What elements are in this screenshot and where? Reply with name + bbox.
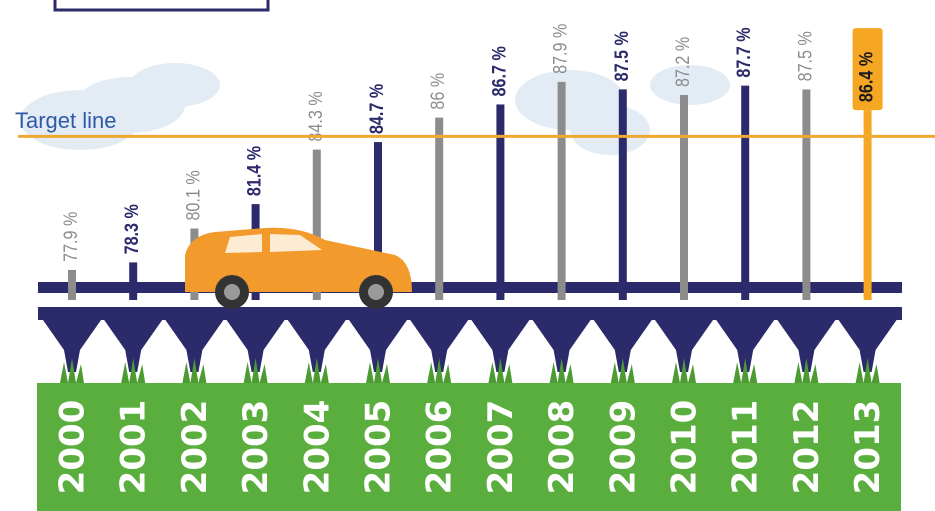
value-label: 80.1 % <box>182 170 204 221</box>
value-label: 77.9 % <box>60 211 82 262</box>
grass <box>366 358 390 383</box>
bar <box>741 85 750 300</box>
bar <box>374 142 382 300</box>
grass <box>855 358 880 383</box>
value-label-box <box>852 28 883 111</box>
value-label: 86 % <box>427 73 449 110</box>
funnel <box>532 320 591 372</box>
value-label: 87.7 % <box>733 27 755 78</box>
x-tick-label: 2006 <box>420 400 460 495</box>
funnel <box>410 320 469 372</box>
grass <box>733 358 758 383</box>
grass <box>243 358 268 383</box>
bar <box>557 81 566 300</box>
bar <box>680 95 688 300</box>
value-label: 87.5 % <box>611 31 633 82</box>
target-label: Target line <box>15 108 117 133</box>
car <box>185 227 412 309</box>
value-label: 84.7 % <box>366 83 388 134</box>
x-tick-label: 2003 <box>236 400 276 495</box>
funnel <box>777 320 836 372</box>
bar <box>802 89 811 300</box>
x-tick-label: 2007 <box>481 400 521 495</box>
funnel <box>655 320 713 372</box>
x-tick-label: 2012 <box>787 400 827 495</box>
grass <box>794 358 819 383</box>
rail-bottom <box>38 307 902 320</box>
grass <box>549 358 574 383</box>
bar <box>68 269 76 300</box>
x-tick-label: 2011 <box>726 400 766 495</box>
funnel <box>287 320 346 372</box>
value-label: 81.4 % <box>243 146 265 197</box>
bar <box>863 110 872 300</box>
x-tick-label: 2002 <box>175 400 215 495</box>
x-tick-label: 2004 <box>297 400 337 495</box>
grass <box>304 358 329 383</box>
bar <box>618 89 627 300</box>
bar <box>312 149 321 300</box>
rail-top <box>38 282 902 293</box>
x-tick-label: 2005 <box>359 400 399 495</box>
x-tick-label: 2000 <box>53 400 93 495</box>
grass <box>121 358 146 383</box>
funnel <box>165 320 224 372</box>
value-label: 87.5 % <box>794 31 816 82</box>
bar <box>435 117 444 300</box>
value-label: 87.9 % <box>549 23 571 74</box>
funnel <box>104 320 163 372</box>
grass <box>60 358 84 383</box>
value-label: 87.2 % <box>672 36 694 87</box>
value-label: 86.7 % <box>488 46 510 97</box>
ground <box>37 383 901 511</box>
value-label: 84.3 % <box>305 91 327 142</box>
funnel <box>838 320 897 372</box>
x-tick-label: 2013 <box>848 400 888 495</box>
grass <box>672 358 696 383</box>
header-box <box>53 0 270 12</box>
grass <box>427 358 452 383</box>
value-label: 86.4 % <box>855 52 877 103</box>
funnel <box>471 320 530 372</box>
bar <box>496 104 505 300</box>
funnel <box>593 320 652 372</box>
x-tick-label: 2001 <box>114 400 154 495</box>
x-tick-label: 2008 <box>542 400 582 495</box>
grass <box>610 358 635 383</box>
funnel <box>43 320 101 372</box>
x-tick-label: 2010 <box>665 400 705 495</box>
grass <box>488 358 513 383</box>
value-label: 78.3 % <box>121 204 143 255</box>
funnel <box>226 320 285 372</box>
funnel <box>716 320 775 372</box>
x-tick-label: 2009 <box>603 400 643 495</box>
grass <box>182 358 207 383</box>
bar <box>129 262 138 300</box>
funnel <box>349 320 407 372</box>
